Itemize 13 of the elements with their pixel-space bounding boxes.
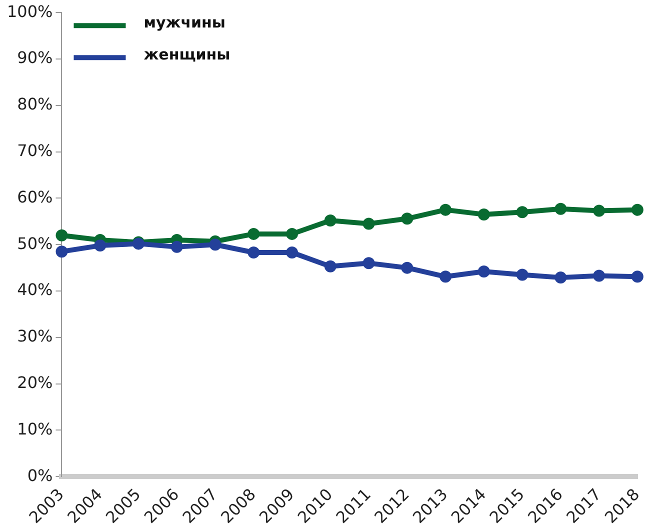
y-tick-label: 80% xyxy=(17,94,53,114)
y-tick-label: 100% xyxy=(6,2,53,21)
y-tick-label: 50% xyxy=(17,234,53,253)
y-tick-label: 60% xyxy=(17,187,53,206)
y-tick-label: 0% xyxy=(27,466,53,485)
y-tick-label: 10% xyxy=(17,419,53,438)
y-tick-label: 30% xyxy=(17,326,53,346)
legend-label: мужчины xyxy=(144,13,226,32)
y-tick-label: 70% xyxy=(17,140,53,160)
y-tick-label: 20% xyxy=(17,372,53,392)
legend-label: женщины xyxy=(144,45,230,64)
y-tick-label: 90% xyxy=(17,48,53,68)
y-tick-label: 40% xyxy=(17,280,53,300)
